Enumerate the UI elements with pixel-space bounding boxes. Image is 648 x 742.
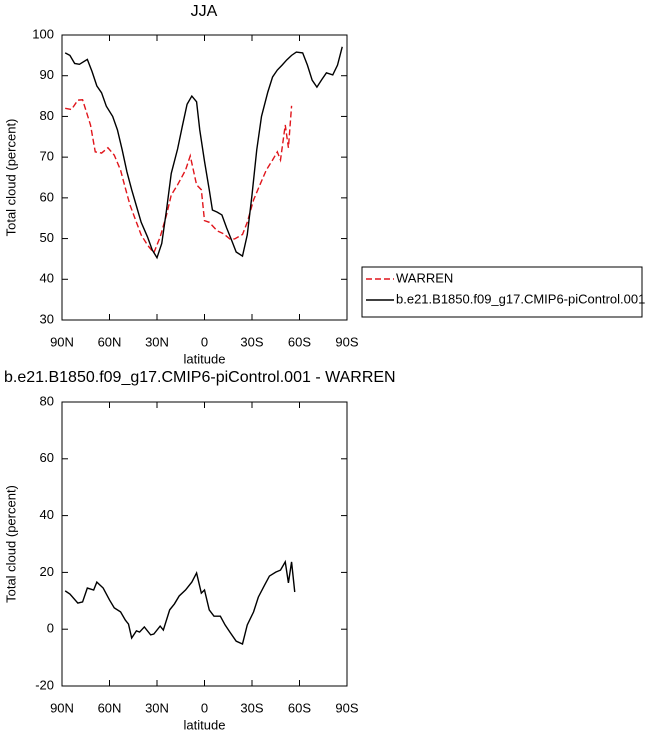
plot-frame [61, 34, 348, 321]
y-axis-label: Total cloud (percent) [3, 119, 18, 237]
y-tick-label: 70 [40, 149, 54, 164]
x-tick-label: 30N [145, 334, 169, 349]
y-tick-label: 40 [40, 271, 54, 286]
x-tick-label: 60S [288, 700, 311, 715]
y-tick-label: 60 [40, 450, 54, 465]
y-tick-label: 80 [40, 108, 54, 123]
legend-label: WARREN [396, 270, 453, 285]
x-tick-label: 30S [240, 334, 263, 349]
data-line [65, 98, 293, 255]
y-tick-label: 100 [32, 26, 54, 41]
y-tick-label: -20 [35, 677, 54, 692]
x-tick-label: 0 [201, 334, 208, 349]
x-tick-label: 30N [145, 700, 169, 715]
x-tick-label: 90N [50, 334, 74, 349]
x-tick-label: 90S [335, 700, 358, 715]
y-tick-label: 40 [40, 507, 54, 522]
y-axis-label: Total cloud (percent) [3, 485, 18, 603]
y-tick-label: 30 [40, 311, 54, 326]
chart-title: b.e21.B1850.f09_g17.CMIP6-piControl.001 … [4, 369, 396, 386]
y-tick-label: 60 [40, 189, 54, 204]
x-tick-label: 0 [201, 700, 208, 715]
x-tick-label: 90N [50, 700, 74, 715]
y-tick-label: 20 [40, 564, 54, 579]
plot-frame [61, 401, 348, 687]
data-line [64, 559, 296, 645]
chart-title: JJA [191, 3, 218, 20]
x-axis-label: latitude [184, 351, 226, 366]
x-tick-label: 60N [98, 700, 122, 715]
x-tick-label: 60S [288, 334, 311, 349]
x-tick-label: 30S [240, 700, 263, 715]
y-tick-label: 80 [40, 393, 54, 408]
legend-label: b.e21.B1850.f09_g17.CMIP6-piControl.001 [396, 291, 645, 306]
y-tick-label: 0 [47, 621, 54, 636]
x-tick-label: 60N [98, 334, 122, 349]
y-tick-label: 50 [40, 230, 54, 245]
data-line [64, 46, 343, 260]
x-axis-label: latitude [184, 717, 226, 732]
y-tick-label: 90 [40, 67, 54, 82]
x-tick-label: 90S [335, 334, 358, 349]
legend-box [361, 266, 643, 318]
